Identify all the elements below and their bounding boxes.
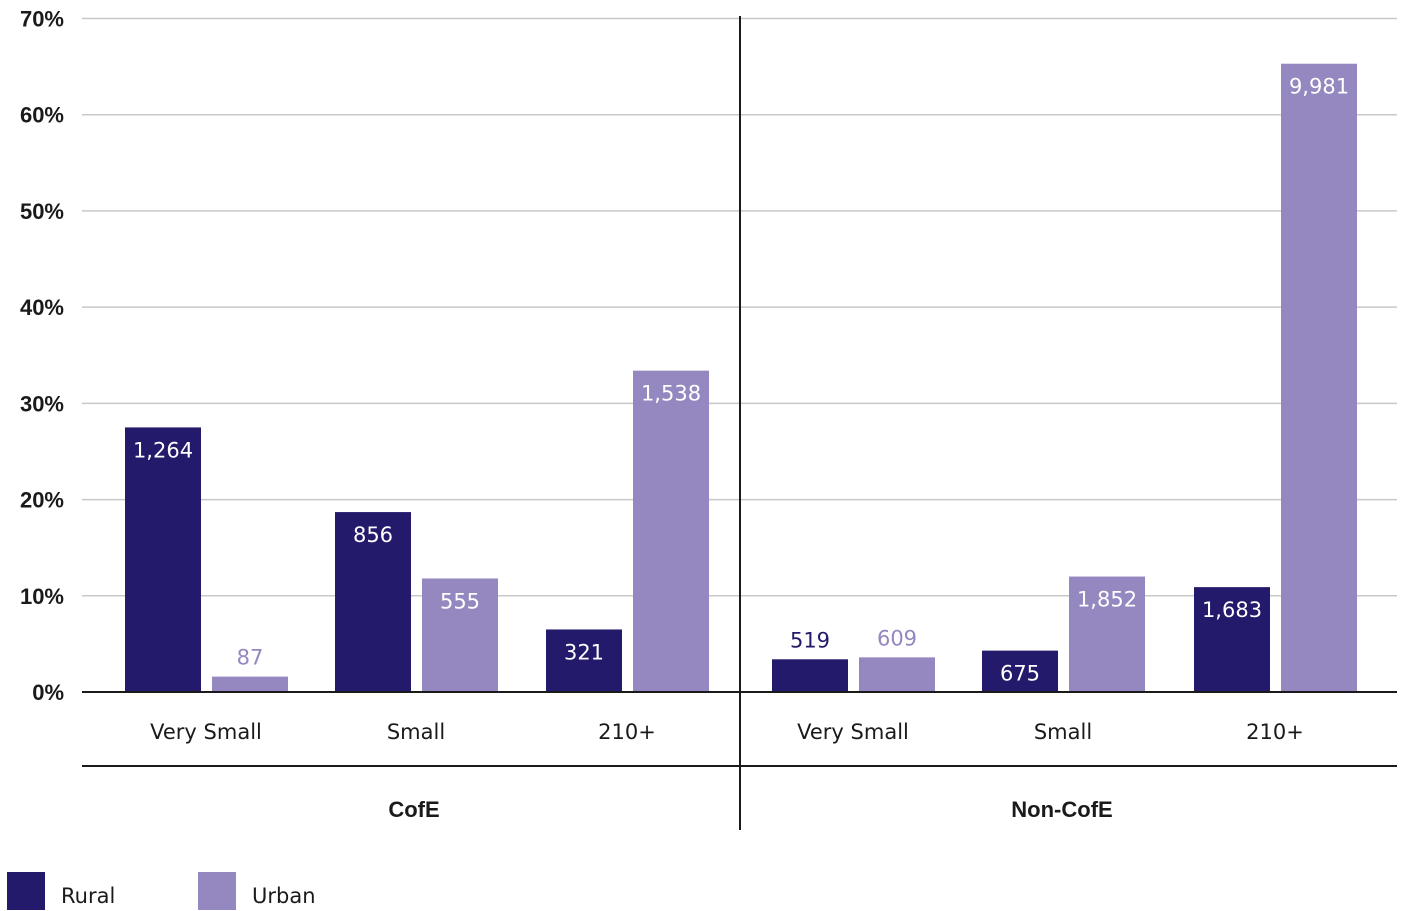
data-label: 675: [1000, 662, 1040, 686]
x-tick-label: Small: [1034, 720, 1092, 744]
legend: Rural Urban: [7, 872, 316, 910]
y-tick-label: 60%: [20, 103, 64, 128]
bar-rural: [125, 427, 201, 692]
bar-rural: [1194, 587, 1270, 692]
y-tick-label: 50%: [20, 199, 64, 224]
data-label: 555: [440, 589, 480, 613]
y-tick-label: 10%: [20, 584, 64, 609]
x-tick-label: 210+: [598, 720, 656, 744]
y-tick-label: 30%: [20, 391, 64, 416]
data-label: 609: [877, 626, 917, 650]
data-label: 1,264: [133, 438, 193, 462]
bar-rural: [546, 629, 622, 692]
y-tick-label: 40%: [20, 295, 64, 320]
bar-urban: [212, 676, 288, 692]
x-tick-label: 210+: [1246, 720, 1304, 744]
bar-urban: [1281, 63, 1357, 693]
data-label: 9,981: [1289, 75, 1349, 99]
bar-rural: [772, 659, 848, 692]
data-labels: 1,264 87 856 555 321 1,538 519 609 675 1,852 1,683…: [133, 75, 1349, 686]
legend-label-rural: Rural: [61, 884, 115, 908]
bar-urban: [859, 657, 935, 692]
data-label: 1,852: [1077, 588, 1137, 612]
bar-urban: [1069, 576, 1145, 692]
data-label: 87: [237, 646, 264, 670]
bar-rural: [982, 650, 1058, 692]
data-label: 1,683: [1202, 598, 1262, 622]
legend-label-urban: Urban: [252, 884, 316, 908]
group-label-non-cofe: Non-CofE: [1011, 797, 1112, 822]
x-tick-label: Very Small: [797, 720, 909, 744]
bar-urban: [422, 578, 498, 692]
x-axis-ticks: Very Small Small 210+ Very Small Small 210+: [150, 720, 1304, 744]
data-label: 1,538: [641, 382, 701, 406]
legend-swatch-rural: [7, 872, 45, 910]
group-label-cofe: CofE: [388, 797, 439, 822]
data-label: 519: [790, 628, 830, 652]
y-tick-label: 20%: [20, 488, 64, 513]
bar-urban: [633, 370, 709, 692]
data-label: 856: [353, 523, 393, 547]
data-label: 321: [564, 640, 604, 664]
y-axis-ticks: 0% 10% 20% 30% 40% 50% 60% 70%: [20, 7, 64, 706]
x-tick-label: Small: [387, 720, 445, 744]
y-tick-label: 0%: [32, 680, 64, 705]
legend-swatch-urban: [198, 872, 236, 910]
x-tick-label: Very Small: [150, 720, 262, 744]
bars: [125, 63, 1357, 693]
bar-rural: [335, 512, 411, 692]
y-tick-label: 70%: [20, 7, 64, 32]
